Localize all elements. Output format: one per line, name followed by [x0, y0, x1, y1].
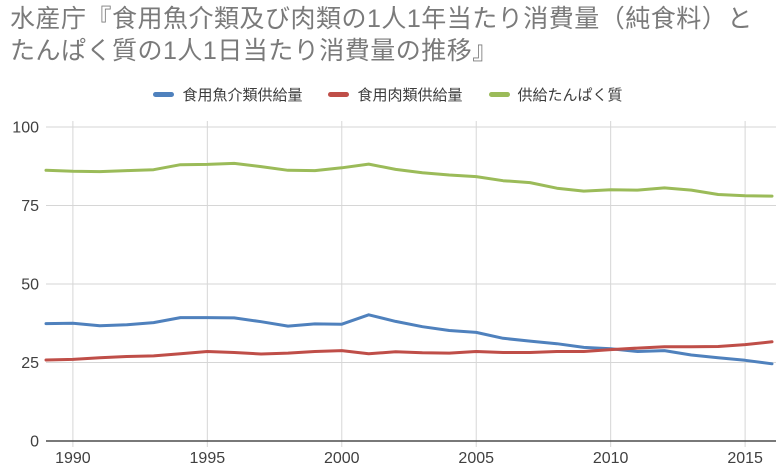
x-tick-label-1990: 1990 — [55, 450, 91, 467]
series-line-meat — [44, 340, 774, 362]
meat-series-swatch-icon — [328, 92, 350, 97]
chart-legend: 食用魚介類供給量 食用肉類供給量 供給たんぱく質 — [0, 84, 776, 105]
series-line-protein — [44, 161, 774, 198]
series-line-fish — [44, 313, 774, 366]
chart-title: 水産庁『食用魚介類及び肉類の1人1年当たり消費量（純食料）とたんぱく質の1人1日… — [10, 5, 753, 65]
legend-label-protein: 供給たんぱく質 — [517, 87, 623, 104]
protein-series-swatch-icon — [488, 92, 510, 97]
legend-item-meat: 食用肉類供給量 — [328, 84, 463, 105]
y-tick-label-0: 0 — [30, 434, 39, 451]
y-tick-label-50: 50 — [21, 277, 39, 294]
fish-series-swatch-icon — [153, 92, 175, 97]
y-tick-label-25: 25 — [21, 355, 39, 372]
y-tick-label-75: 75 — [21, 198, 39, 215]
legend-label-fish: 食用魚介類供給量 — [182, 87, 303, 104]
legend-label-meat: 食用肉類供給量 — [357, 87, 463, 104]
legend-item-protein: 供給たんぱく質 — [488, 84, 623, 105]
x-tick-label-2005: 2005 — [458, 450, 494, 467]
x-tick-label-2015: 2015 — [727, 450, 763, 467]
x-tick-label-1995: 1995 — [190, 450, 226, 467]
x-tick-label-2000: 2000 — [324, 450, 360, 467]
y-tick-label-100: 100 — [12, 120, 39, 137]
legend-item-fish: 食用魚介類供給量 — [153, 84, 302, 105]
x-tick-label-2010: 2010 — [593, 450, 629, 467]
